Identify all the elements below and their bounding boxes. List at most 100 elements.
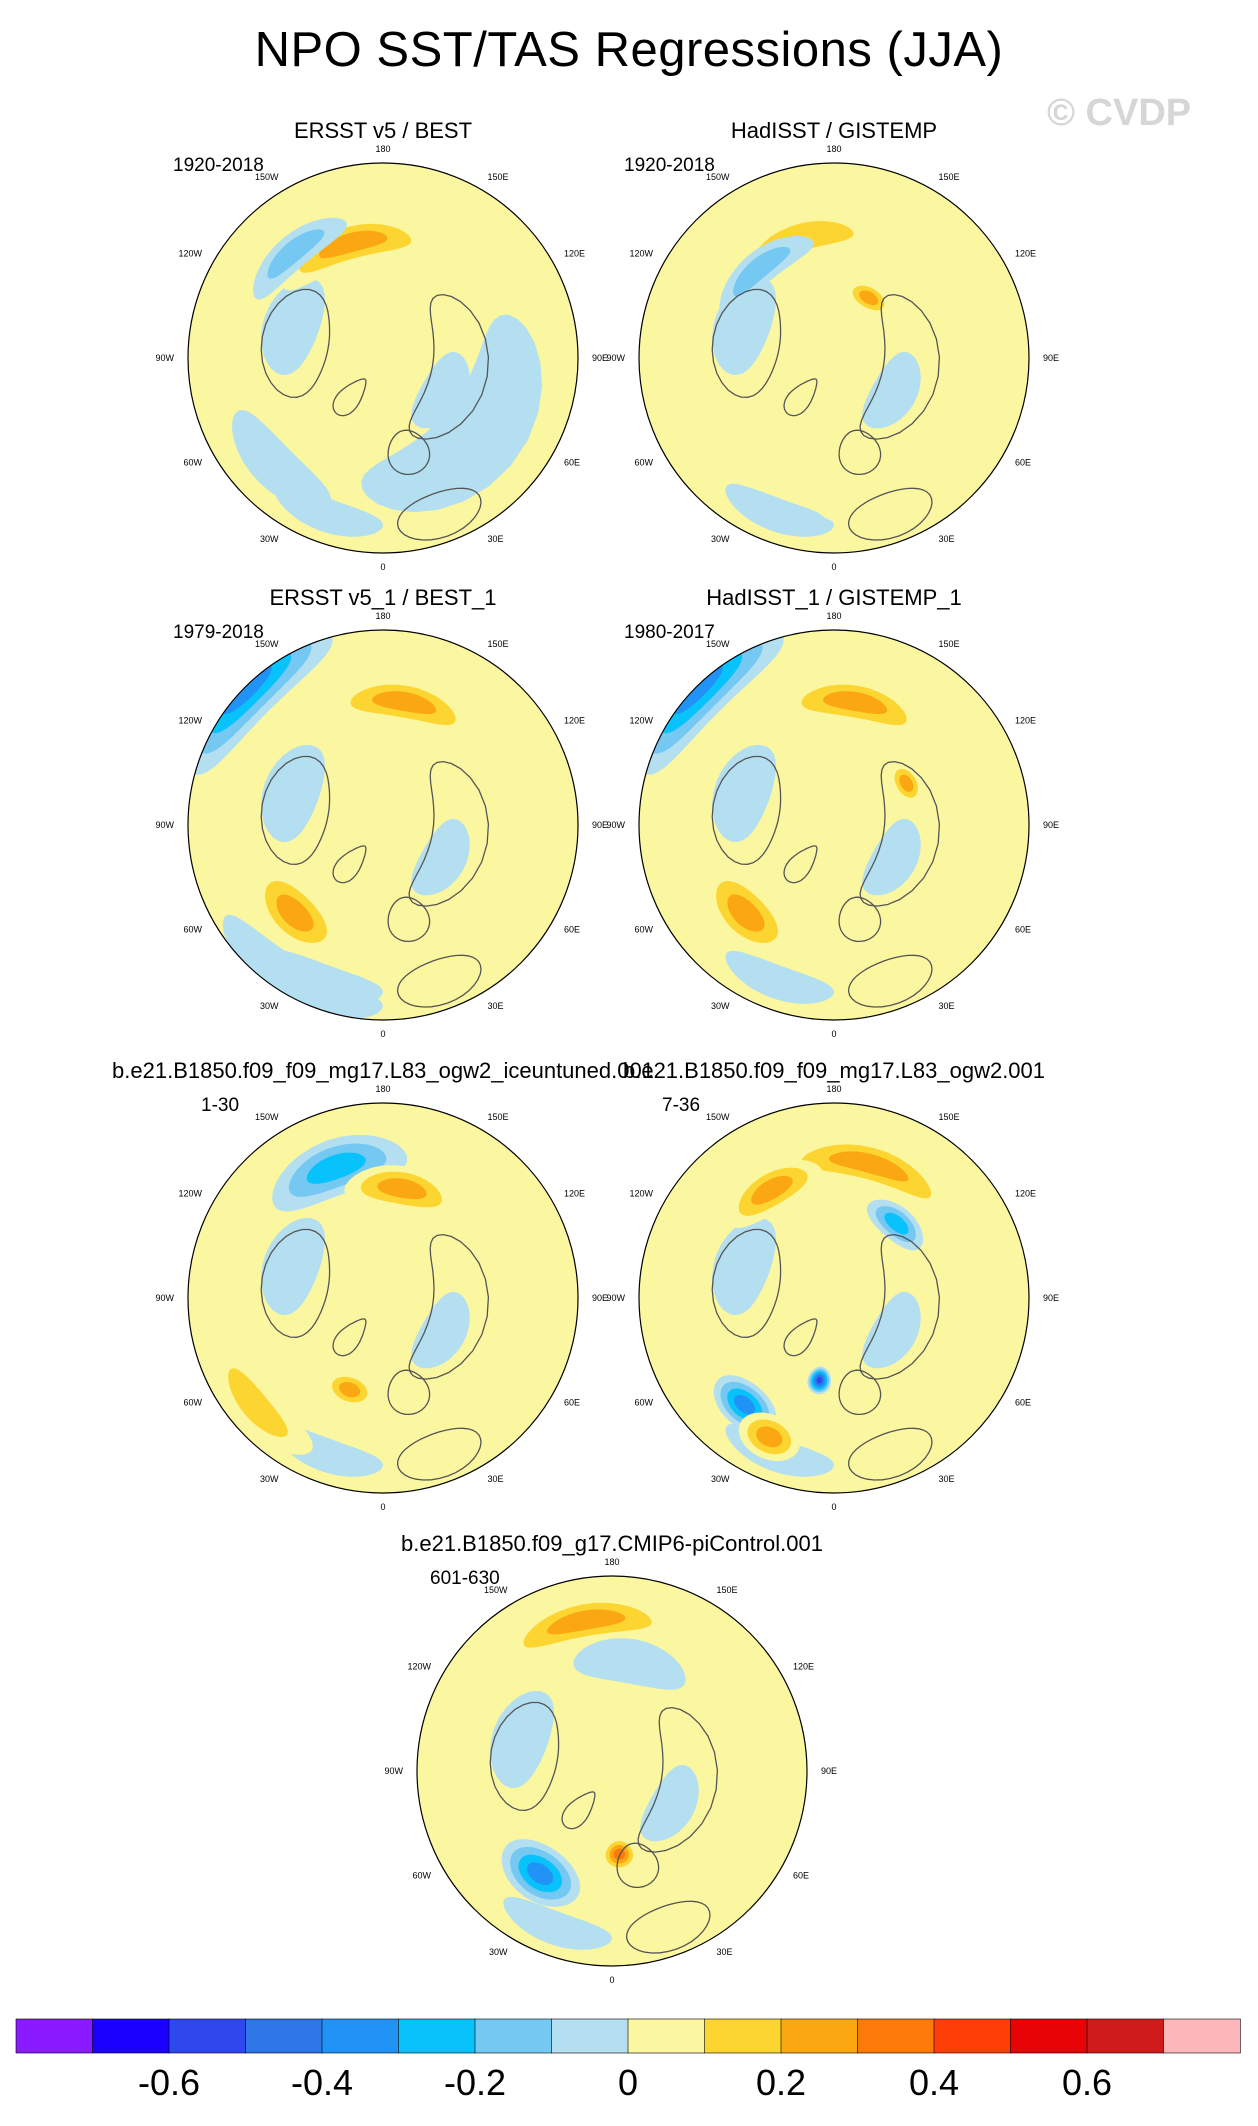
colorbar-tick-label: -0.6 [137,2062,201,2103]
panel-title: ERSST v5_1 / BEST_1 [269,585,497,610]
coastlines [711,1228,941,1481]
longitude-label: 30E [488,534,504,544]
longitude-label: 30E [488,1474,504,1484]
longitude-label: 180 [604,1557,619,1567]
colorbar-segment [321,2018,400,2054]
longitude-label: 90W [606,353,625,363]
panel-period: 1-30 [201,1095,240,1116]
longitude-label: 60W [183,1398,202,1408]
anomaly-contour [377,1178,427,1200]
colorbar-segment [1163,2018,1241,2054]
anomaly-contour [228,1368,288,1438]
colorbar [15,2018,1241,2054]
colorbar-segment [15,2018,94,2054]
longitude-label: 60W [183,458,202,468]
figure-title: NPO SST/TAS Regressions (JJA) [254,23,1004,77]
polar-map: 180 150E 120E 90E 60E 30E 0 30W 60W 90W 120W 150W [606,144,1059,572]
coastlines [489,1701,719,1954]
anomaly-contour [527,1862,554,1885]
longitude-label: 150W [706,172,730,182]
colorbar-segment [551,2018,629,2054]
longitude-label: 0 [831,562,836,572]
colorbar-segment [474,2018,553,2054]
longitude-label: 120W [178,1189,202,1199]
colorbar-tick-label: 0.2 [755,2062,807,2103]
longitude-label: 150W [484,1585,508,1595]
longitude-label: 180 [375,1084,390,1094]
longitude-label: 0 [831,1029,836,1039]
anomaly-contour [727,894,765,932]
anomaly-contour [899,774,914,792]
coastlines [711,755,941,1008]
colorbar-tick-label: -0.2 [443,2062,507,2103]
longitude-label: 60E [564,1398,580,1408]
longitude-label: 150W [255,639,279,649]
panel-title: ERSST v5 / BEST [293,118,473,143]
longitude-label: 60W [634,458,653,468]
map-boundary [638,629,1030,1021]
weak-anomaly-region [411,818,470,896]
map-panel-3: ERSST v5_1 / BEST_1 1979-2018 180 150E 120… [155,585,608,1045]
colorbar-segment [168,2018,247,2054]
polar-map: 180 150E 120E 90E 60E 30E 0 30W 60W 90W 120W 150W [384,1557,837,1985]
colorbar-tick-label: -0.4 [290,2062,354,2103]
anomaly-contour [361,314,543,513]
longitude-label: 30E [488,1001,504,1011]
longitude-label: 120W [178,716,202,726]
weak-anomaly-region [261,277,325,375]
anomaly-contour [751,1175,793,1205]
anomaly-contour [276,894,314,932]
longitude-label: 30W [260,534,279,544]
map-panel-4: HadISST_1 / GISTEMP_1 1980-2017 180 150E 1… [606,585,1059,1045]
panel-title: HadISST_1 / GISTEMP_1 [706,585,962,610]
longitude-label: 30W [260,1001,279,1011]
map-panel-7: b.e21.B1850.f09_g17.CMIP6-piControl.001 … [384,1531,837,1991]
longitude-label: 150W [255,1112,279,1122]
panel-period: 1920-2018 [624,155,715,176]
anomaly-contour [674,665,723,714]
colorbar-tick-label: 0.6 [1061,2062,1113,2103]
anomaly-contour [573,1638,686,1690]
weak-anomaly-region [490,1690,554,1788]
map-boundary [187,1102,579,1494]
anomaly-contour [756,1426,783,1448]
longitude-label: 180 [826,611,841,621]
polar-map: 180 150E 120E 90E 60E 30E 0 30W 60W 90W 120W 150W [606,1084,1059,1512]
longitude-label: 150E [488,172,509,182]
anomaly-contour [372,691,437,715]
map-boundary [187,629,579,1021]
map-panel-6: b.e21.B1850.f09_f09_mg17.L83_ogw2.001 7-… [606,1058,1059,1518]
longitude-label: 90W [155,820,174,830]
weak-anomaly-region [261,744,325,842]
longitude-label: 150E [488,639,509,649]
anomaly-contour [267,229,325,279]
anomaly-contour [613,1848,626,1860]
anomaly-contour [816,1377,823,1384]
map-panel-1: ERSST v5 / BEST 1920-2018 180 150E 120E 90E… [155,118,608,578]
longitude-label: 120E [1015,716,1036,726]
polar-map: 180 150E 120E 90E 60E 30E 0 30W 60W 90W 120W 150W [155,144,608,572]
weak-anomaly-region [725,483,834,537]
longitude-label: 30W [711,1474,730,1484]
longitude-label: 90E [1043,353,1059,363]
panel-title: b.e21.B1850.f09_f09_mg17.L83_ogw2_iceunt… [112,1058,654,1083]
longitude-label: 120E [564,249,585,259]
colorbar-segment [933,2018,1012,2054]
panel-period: 1920-2018 [173,155,264,176]
map-field [639,630,1029,1020]
longitude-label: 180 [375,144,390,154]
weak-anomaly-region [261,1217,325,1315]
longitude-label: 150E [939,639,960,649]
colorbar-segment [398,2018,476,2054]
anomaly-contour [318,230,388,259]
map-field [639,1103,1029,1493]
longitude-label: 150E [488,1112,509,1122]
longitude-label: 120W [178,249,202,259]
longitude-label: 150E [939,1112,960,1122]
longitude-label: 120W [629,1189,653,1199]
longitude-label: 150W [706,1112,730,1122]
panel-title: b.e21.B1850.f09_f09_mg17.L83_ogw2.001 [622,1058,1046,1083]
colorbar-segment [1010,2018,1088,2054]
longitude-label: 30E [939,1474,955,1484]
colorbar-tick-label: 0 [617,2062,639,2103]
